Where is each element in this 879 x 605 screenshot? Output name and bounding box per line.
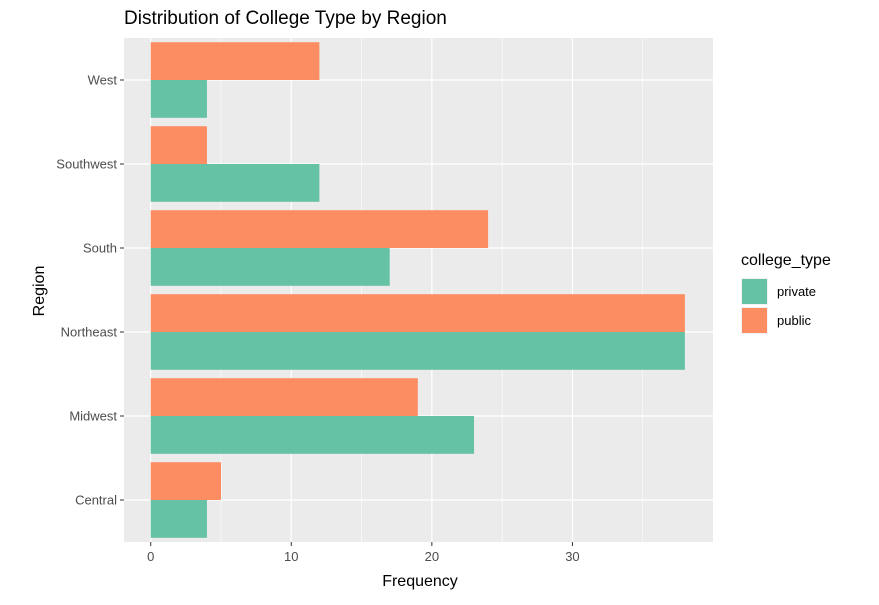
x-tick-label: 30 (565, 549, 579, 564)
x-axis-title: Frequency (382, 573, 458, 590)
bar-public-south (150, 210, 489, 248)
x-tick-label: 20 (425, 549, 439, 564)
y-tick-label: Central (75, 493, 117, 508)
plot-panel (124, 38, 713, 542)
bar-public-southwest (150, 126, 207, 164)
legend-label-public: public (777, 313, 811, 328)
y-tick-label: Northeast (61, 325, 118, 340)
y-tick-label: Southwest (56, 157, 117, 172)
legend: college_type private public (741, 252, 831, 334)
legend-swatch-public (742, 308, 767, 333)
x-tick-label: 10 (284, 549, 298, 564)
legend-label-private: private (777, 284, 816, 299)
bar-private-west (150, 80, 207, 118)
chart-title: Distribution of College Type by Region (124, 8, 447, 29)
y-axis-title: Region (31, 266, 48, 317)
bar-private-northeast (150, 332, 685, 370)
axes: 0 10 20 30 Central Midwest Northeast South South… (56, 73, 579, 565)
y-tick-label: South (83, 241, 117, 256)
bar-public-central (150, 462, 221, 500)
legend-swatch-private (742, 279, 767, 304)
bar-private-central (150, 500, 207, 538)
bar-private-south (150, 248, 390, 286)
bar-public-midwest (150, 378, 418, 416)
y-tick-label: Midwest (69, 409, 117, 424)
y-tick-label: West (88, 73, 118, 88)
bar-private-midwest (150, 416, 475, 454)
x-tick-label: 0 (147, 549, 154, 564)
bar-public-northeast (150, 294, 685, 332)
bar-public-west (150, 42, 320, 80)
bar-private-southwest (150, 164, 320, 202)
legend-title: college_type (741, 252, 831, 269)
bars (150, 42, 685, 538)
